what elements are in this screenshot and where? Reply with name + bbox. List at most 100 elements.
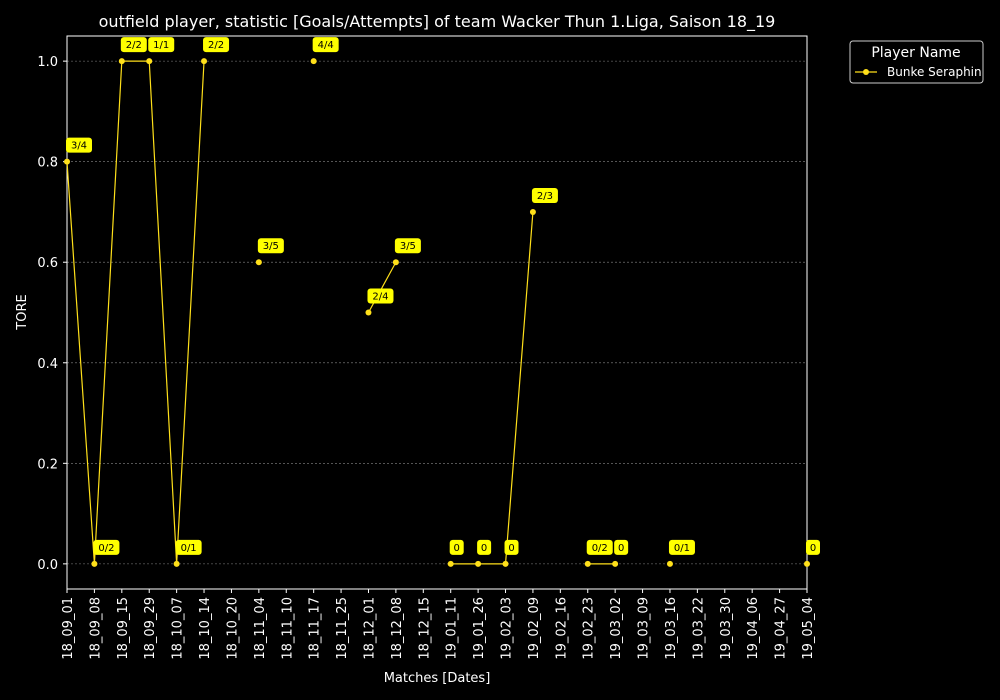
x-tick-label: 19_03_02 [609,597,624,660]
data-label-box [668,539,695,555]
data-label-text: 0 [454,543,460,554]
x-tick-label: 19_02_03 [500,597,515,660]
data-point [447,560,454,567]
data-label-box [504,539,519,555]
data-label: 0/2 [93,539,120,555]
x-tick-label: 18_12_08 [390,597,405,660]
data-label-text: 0/1 [674,543,690,554]
x-tick-label: 18_10_14 [198,597,213,660]
data-label-box [586,539,613,555]
x-tick-label: 19_04_06 [746,597,761,660]
data-label: 0 [504,539,519,555]
data-label-text: 0/1 [181,543,197,554]
legend-marker-icon [863,69,869,75]
data-label: 2/3 [531,187,558,203]
data-label-box [449,539,464,555]
x-tick-label: 19_03_09 [637,597,652,660]
data-label: 0 [614,539,629,555]
series-line [367,261,397,313]
data-label-text: 0 [481,543,487,554]
data-point [173,560,180,567]
x-tick-label: 19_02_16 [554,597,569,660]
data-point [64,158,70,165]
data-label-text: 2/2 [208,40,224,51]
y-tick-label: 0.0 [37,558,58,573]
data-point [146,58,153,65]
legend-entry: Bunke Seraphin [887,65,982,79]
x-tick-label: 19_01_26 [472,597,487,660]
data-label-box [477,539,492,555]
data-label: 3/5 [257,238,284,254]
chart-title: outfield player, statistic [Goals/Attemp… [99,12,776,32]
data-label-text: 2/2 [126,40,142,51]
y-axis-title: TORE [15,294,30,330]
data-label-text: 3/4 [71,141,87,152]
data-label-text: 0/2 [592,543,608,554]
data-label-box [531,187,558,203]
x-tick-label: 19_03_22 [691,597,706,660]
legend-title: Player Name [871,45,960,61]
series-line [66,60,205,564]
data-label: 0 [477,539,492,555]
data-label-text: 0/2 [98,543,114,554]
data-point [804,560,810,567]
data-label-text: 1/1 [153,40,169,51]
x-tick-label: 19_03_30 [719,597,734,660]
data-label-text: 0 [618,543,624,554]
grid [67,60,807,565]
data-label-text: 2/4 [372,292,388,303]
x-tick-label: 18_12_01 [362,597,377,660]
legend: Player Name Bunke Seraphin [849,40,984,84]
data-label-box [614,539,629,555]
x-tick-label: 19_02_23 [582,597,597,660]
data-label-text: 3/5 [263,241,279,252]
data-label-text: 0 [810,543,816,554]
data-point [612,560,619,567]
x-tick-label: 19_05_04 [801,597,816,660]
y-tick-label: 0.4 [37,357,58,372]
y-tick-label: 0.6 [37,256,58,271]
y-tick-label: 0.2 [37,457,58,472]
x-axis: 18_09_01 18_09_08 18_09_15 18_09_29 18_10_07… [61,589,816,660]
data-point [392,259,399,266]
data-point [310,58,317,65]
x-tick-label: 18_11_25 [335,597,350,660]
x-tick-label: 18_12_15 [417,597,432,660]
data-point [255,259,262,266]
y-axis: 0.0 0.2 0.4 0.6 0.8 1.0 [37,55,67,573]
data-label: 3/4 [66,137,92,153]
data-point [91,560,98,567]
data-point [584,560,591,567]
data-label: 0/1 [175,539,202,555]
data-label: 4/4 [312,37,339,53]
plot-frame [66,35,808,590]
data-label-box [203,37,230,53]
x-tick-label: 19_04_27 [774,597,789,660]
data-label: 2/2 [203,37,230,53]
data-point [666,560,673,567]
data-point [475,560,482,567]
data-labels: 3/4 0/2 2/2 1/1 0/1 2/2 3/5 4/4 2/4 3/5 0 0 0 2/3 0/2 0… [66,37,820,555]
x-tick-label: 18_10_20 [225,597,240,660]
data-label-box [257,238,284,254]
x-tick-label: 18_10_07 [171,597,186,660]
data-label-box [806,539,820,555]
data-point [529,208,536,215]
data-label-text: 4/4 [318,40,334,51]
y-tick-label: 0.8 [37,156,58,171]
x-tick-label: 19_02_09 [527,597,542,660]
x-tick-label: 18_09_15 [116,597,131,660]
data-label-text: 2/3 [537,191,553,202]
x-tick-label: 19_01_11 [445,597,460,660]
y-tick-label: 1.0 [37,55,58,70]
data-label: 0/1 [668,539,695,555]
data-point [118,58,125,65]
x-tick-label: 18_09_29 [143,597,158,660]
data-point [502,560,509,567]
x-tick-label: 18_11_10 [280,597,295,660]
data-label: 2/2 [120,37,147,53]
data-label: 2/4 [367,288,394,304]
data-label-text: 3/5 [400,241,416,252]
x-tick-label: 18_11_17 [308,597,323,660]
